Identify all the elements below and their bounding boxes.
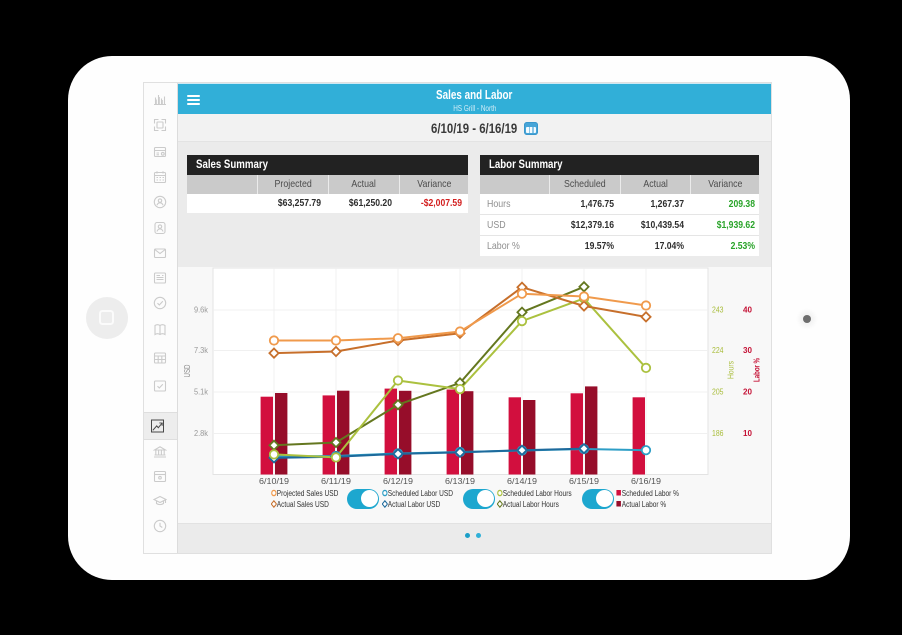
svg-text:2.8k: 2.8k — [194, 428, 209, 438]
svg-text:6/14/19: 6/14/19 — [507, 476, 537, 486]
svg-text:186: 186 — [712, 428, 724, 438]
svg-text:6/15/19: 6/15/19 — [569, 476, 599, 486]
svg-text:30: 30 — [743, 345, 752, 355]
svg-text:Labor %: Labor % — [753, 358, 762, 382]
svg-text:6/11/19: 6/11/19 — [321, 476, 351, 486]
svg-text:10: 10 — [743, 428, 752, 438]
svg-text:243: 243 — [712, 305, 724, 315]
svg-text:6/13/19: 6/13/19 — [445, 476, 475, 486]
svg-text:Hours: Hours — [727, 361, 736, 379]
svg-text:205: 205 — [712, 387, 724, 397]
svg-text:USD: USD — [183, 364, 192, 377]
svg-text:6/10/19: 6/10/19 — [259, 476, 289, 486]
svg-text:224: 224 — [712, 345, 724, 355]
svg-text:6/16/19: 6/16/19 — [631, 476, 661, 486]
svg-text:5.1k: 5.1k — [194, 387, 209, 397]
svg-text:7.3k: 7.3k — [194, 345, 209, 355]
svg-text:20: 20 — [743, 387, 752, 397]
svg-text:6/12/19: 6/12/19 — [383, 476, 413, 486]
svg-text:9.6k: 9.6k — [194, 305, 209, 315]
svg-text:40: 40 — [743, 305, 752, 315]
